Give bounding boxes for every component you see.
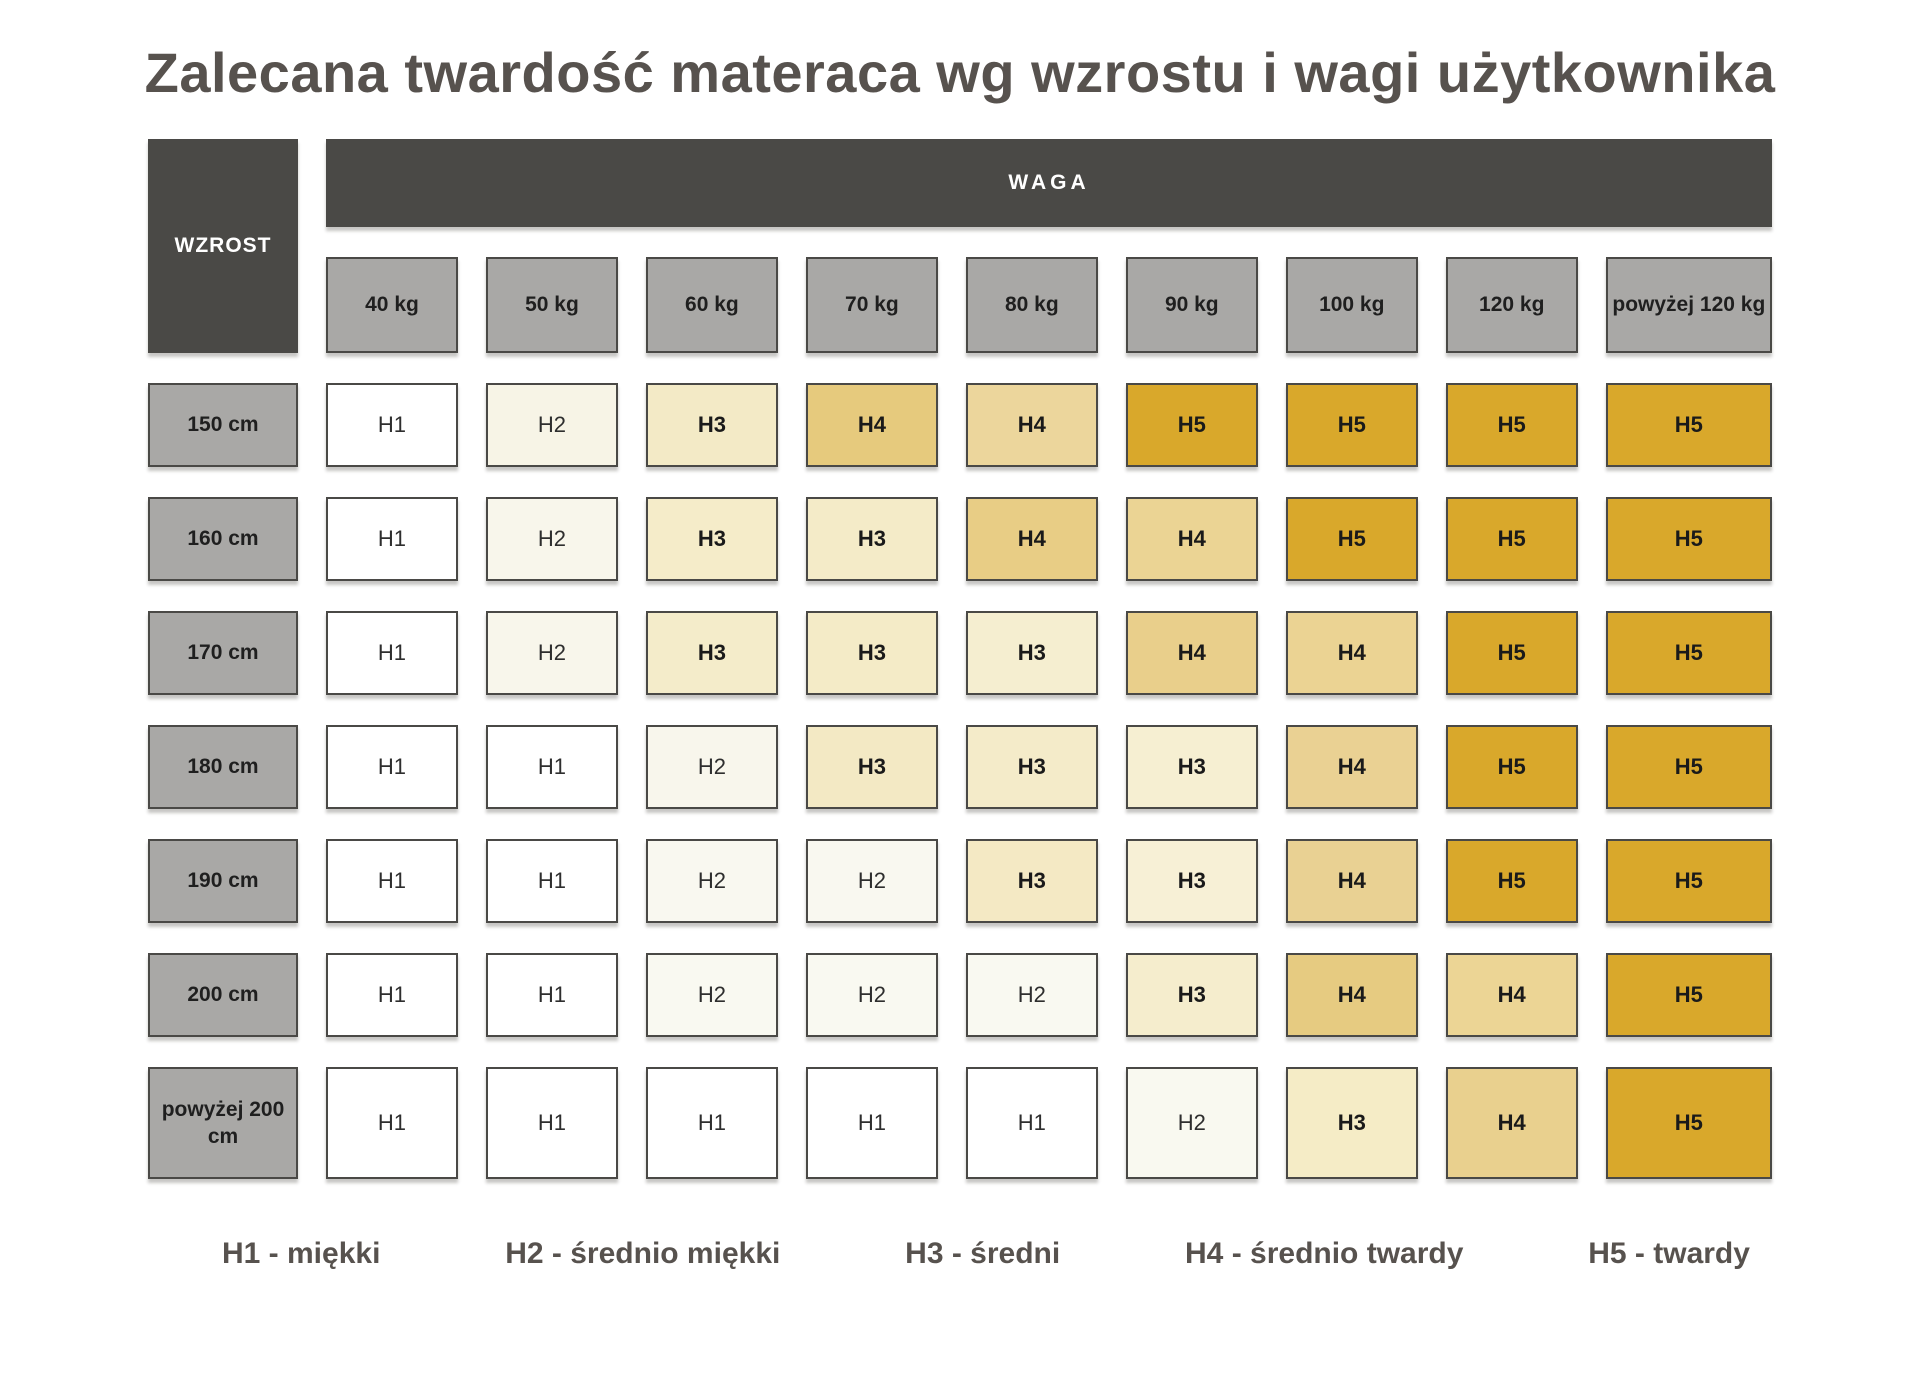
firmness-cell-160-cm-50-kg: H2: [485, 497, 618, 581]
firmness-cell-180-cm-100-kg: H4: [1285, 725, 1418, 809]
firmness-cell-190-cm-50-kg: H1: [485, 839, 618, 923]
legend-item-h5: H5 - twardy: [1588, 1237, 1750, 1270]
waga-header: WAGA: [326, 139, 1772, 227]
firmness-cell-200-cm-powy-ej-120-kg: H5: [1605, 953, 1772, 1037]
row-header-powy-ej-200-cm: powyżej 200 cm: [148, 1067, 298, 1179]
col-header-50-kg: 50 kg: [485, 257, 618, 353]
legend-item-h1: H1 - miękki: [222, 1237, 381, 1270]
firmness-cell-200-cm-60-kg: H2: [645, 953, 778, 1037]
legend: H1 - miękki H2 - średnio miękki H3 - średn…: [222, 1237, 1750, 1271]
col-header-80-kg: 80 kg: [965, 257, 1098, 353]
col-header-60-kg: 60 kg: [645, 257, 778, 353]
firmness-cell-200-cm-40-kg: H1: [326, 953, 458, 1037]
firmness-cell-190-cm-70-kg: H2: [805, 839, 938, 923]
row-header-150-cm: 150 cm: [148, 383, 298, 467]
firmness-cell-160-cm-60-kg: H3: [645, 497, 778, 581]
row-header-200-cm: 200 cm: [148, 953, 298, 1037]
firmness-cell-170-cm-50-kg: H2: [485, 611, 618, 695]
firmness-cell-190-cm-120-kg: H5: [1445, 839, 1578, 923]
firmness-cell-powy-ej-200-cm-powy-ej-120-kg: H5: [1605, 1067, 1772, 1179]
firmness-cell-170-cm-70-kg: H3: [805, 611, 938, 695]
firmness-cell-150-cm-40-kg: H1: [326, 383, 458, 467]
wzrost-header: WZROST: [148, 139, 298, 353]
firmness-cell-160-cm-90-kg: H4: [1125, 497, 1258, 581]
firmness-cell-powy-ej-200-cm-50-kg: H1: [485, 1067, 618, 1179]
firmness-cell-190-cm-powy-ej-120-kg: H5: [1605, 839, 1772, 923]
row-header-180-cm: 180 cm: [148, 725, 298, 809]
firmness-cell-160-cm-40-kg: H1: [326, 497, 458, 581]
firmness-cell-powy-ej-200-cm-120-kg: H4: [1445, 1067, 1578, 1179]
firmness-cell-180-cm-60-kg: H2: [645, 725, 778, 809]
col-header-120-kg: 120 kg: [1445, 257, 1578, 353]
firmness-cell-powy-ej-200-cm-40-kg: H1: [326, 1067, 458, 1179]
legend-item-h4: H4 - średnio twardy: [1185, 1237, 1464, 1270]
col-header-70-kg: 70 kg: [805, 257, 938, 353]
firmness-cell-170-cm-40-kg: H1: [326, 611, 458, 695]
firmness-cell-200-cm-100-kg: H4: [1285, 953, 1418, 1037]
firmness-cell-180-cm-40-kg: H1: [326, 725, 458, 809]
firmness-cell-150-cm-50-kg: H2: [485, 383, 618, 467]
firmness-cell-200-cm-90-kg: H3: [1125, 953, 1258, 1037]
firmness-cell-190-cm-80-kg: H3: [965, 839, 1098, 923]
firmness-cell-170-cm-80-kg: H3: [965, 611, 1098, 695]
col-header-90-kg: 90 kg: [1125, 257, 1258, 353]
firmness-cell-150-cm-90-kg: H5: [1125, 383, 1258, 467]
firmness-cell-170-cm-90-kg: H4: [1125, 611, 1258, 695]
col-header-100-kg: 100 kg: [1285, 257, 1418, 353]
firmness-cell-190-cm-100-kg: H4: [1285, 839, 1418, 923]
firmness-cell-200-cm-80-kg: H2: [965, 953, 1098, 1037]
firmness-cell-180-cm-90-kg: H3: [1125, 725, 1258, 809]
firmness-cell-180-cm-120-kg: H5: [1445, 725, 1578, 809]
firmness-cell-150-cm-120-kg: H5: [1445, 383, 1578, 467]
firmness-cell-200-cm-120-kg: H4: [1445, 953, 1578, 1037]
firmness-cell-150-cm-100-kg: H5: [1285, 383, 1418, 467]
firmness-cell-170-cm-60-kg: H3: [645, 611, 778, 695]
firmness-cell-160-cm-80-kg: H4: [965, 497, 1098, 581]
firmness-cell-160-cm-70-kg: H3: [805, 497, 938, 581]
firmness-cell-150-cm-60-kg: H3: [645, 383, 778, 467]
col-header-40-kg: 40 kg: [326, 257, 458, 353]
page-title: Zalecana twardość materaca wg wzrostu i …: [144, 41, 1776, 104]
firmness-cell-160-cm-100-kg: H5: [1285, 497, 1418, 581]
firmness-cell-powy-ej-200-cm-100-kg: H3: [1285, 1067, 1418, 1179]
firmness-cell-powy-ej-200-cm-60-kg: H1: [645, 1067, 778, 1179]
firmness-cell-170-cm-120-kg: H5: [1445, 611, 1578, 695]
firmness-cell-180-cm-50-kg: H1: [485, 725, 618, 809]
legend-item-h2: H2 - średnio miękki: [505, 1237, 781, 1270]
firmness-cell-200-cm-70-kg: H2: [805, 953, 938, 1037]
firmness-cell-160-cm-120-kg: H5: [1445, 497, 1578, 581]
row-header-170-cm: 170 cm: [148, 611, 298, 695]
col-header-powy-ej-120-kg: powyżej 120 kg: [1605, 257, 1772, 353]
firmness-cell-190-cm-90-kg: H3: [1125, 839, 1258, 923]
firmness-cell-powy-ej-200-cm-70-kg: H1: [805, 1067, 938, 1179]
firmness-table: WZROST WAGA 40 kg 50 kg 60 kg 70 kg 80 kg 90 …: [148, 139, 1772, 1179]
row-header-160-cm: 160 cm: [148, 497, 298, 581]
firmness-cell-150-cm-70-kg: H4: [805, 383, 938, 467]
firmness-cell-170-cm-powy-ej-120-kg: H5: [1605, 611, 1772, 695]
firmness-cell-200-cm-50-kg: H1: [485, 953, 618, 1037]
firmness-cell-190-cm-60-kg: H2: [645, 839, 778, 923]
firmness-cell-powy-ej-200-cm-90-kg: H2: [1125, 1067, 1258, 1179]
firmness-cell-170-cm-100-kg: H4: [1285, 611, 1418, 695]
legend-item-h3: H3 - średni: [905, 1237, 1061, 1270]
firmness-cell-160-cm-powy-ej-120-kg: H5: [1605, 497, 1772, 581]
firmness-cell-180-cm-70-kg: H3: [805, 725, 938, 809]
firmness-cell-180-cm-80-kg: H3: [965, 725, 1098, 809]
firmness-cell-powy-ej-200-cm-80-kg: H1: [965, 1067, 1098, 1179]
firmness-cell-180-cm-powy-ej-120-kg: H5: [1605, 725, 1772, 809]
firmness-cell-190-cm-40-kg: H1: [326, 839, 458, 923]
firmness-cell-150-cm-80-kg: H4: [965, 383, 1098, 467]
firmness-cell-150-cm-powy-ej-120-kg: H5: [1605, 383, 1772, 467]
row-header-190-cm: 190 cm: [148, 839, 298, 923]
